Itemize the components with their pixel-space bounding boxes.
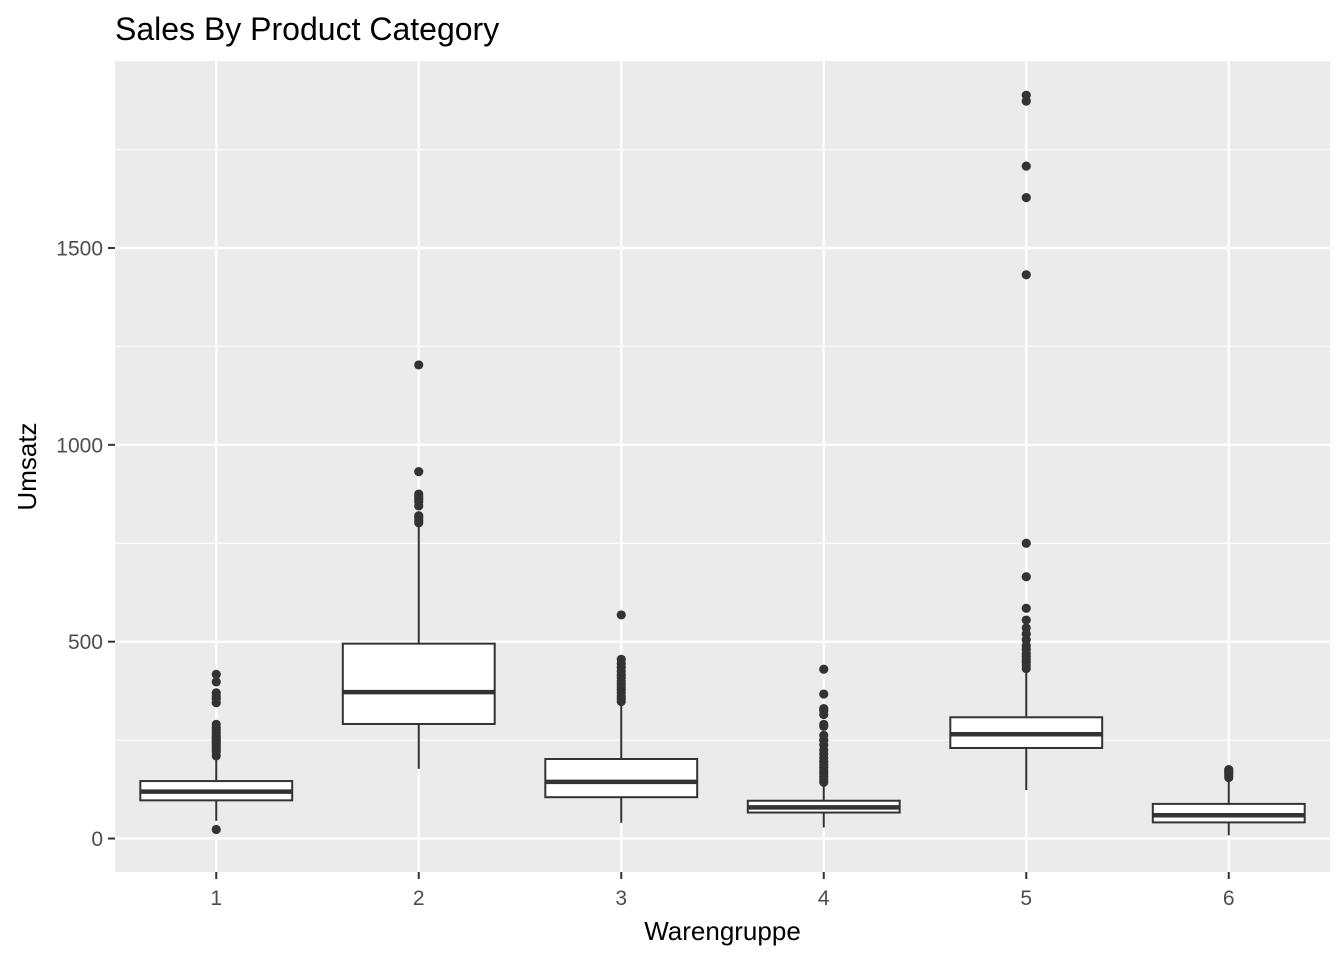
outlier-point [616,610,626,620]
x-tick-label: 4 [818,887,830,910]
box-iqr [544,758,699,799]
outlier-point [1021,615,1031,625]
outlier-point [1021,538,1031,548]
y-tick-label: 1500 [56,238,103,261]
outlier-point [211,688,221,698]
plot-panel [115,61,1330,872]
outlier-point [414,489,424,499]
outlier-point [211,669,221,679]
x-tick-label: 5 [1020,887,1032,910]
outlier-point [1021,193,1031,203]
outlier-point [414,511,424,521]
y-axis: 0 500 1000 1500 [56,238,115,851]
outlier-point [1021,572,1031,582]
box-5 [949,90,1104,791]
box-iqr [341,642,496,725]
y-tick-label: 500 [68,631,103,654]
outlier-point [819,730,829,740]
box-1 [139,669,294,835]
x-tick-label: 3 [615,887,627,910]
outlier-point [616,654,626,665]
outlier-point [414,360,424,370]
outlier-point [414,467,424,477]
outlier-point [819,704,829,714]
outlier-point [1021,270,1031,280]
outlier-point [1021,161,1031,171]
outlier-point [211,677,221,687]
outlier-point [819,664,829,674]
y-tick-label: 1000 [56,434,103,457]
outlier-point [819,689,829,699]
chart-title: Sales By Product Category [115,11,499,47]
x-tick-label: 2 [413,887,425,910]
y-axis-title: Umsatz [12,422,42,510]
y-tick-label: 0 [91,828,103,851]
box-4 [746,664,901,828]
outlier-point [211,824,221,835]
outlier-point [819,719,829,729]
box-6 [1151,765,1306,836]
outlier-point [1021,603,1031,613]
boxes-layer [139,90,1306,836]
outlier-point [1224,765,1234,775]
box-3 [544,610,699,823]
box-2 [341,360,496,769]
outlier-point [1021,623,1031,633]
x-axis-title: Warengruppe [644,916,801,946]
x-tick-label: 1 [210,887,222,910]
x-tick-label: 6 [1223,887,1235,910]
x-axis: 1 2 3 4 5 6 [210,872,1235,910]
outlier-point [1021,90,1031,100]
grid-minor [115,149,1330,741]
outlier-point [211,719,221,729]
